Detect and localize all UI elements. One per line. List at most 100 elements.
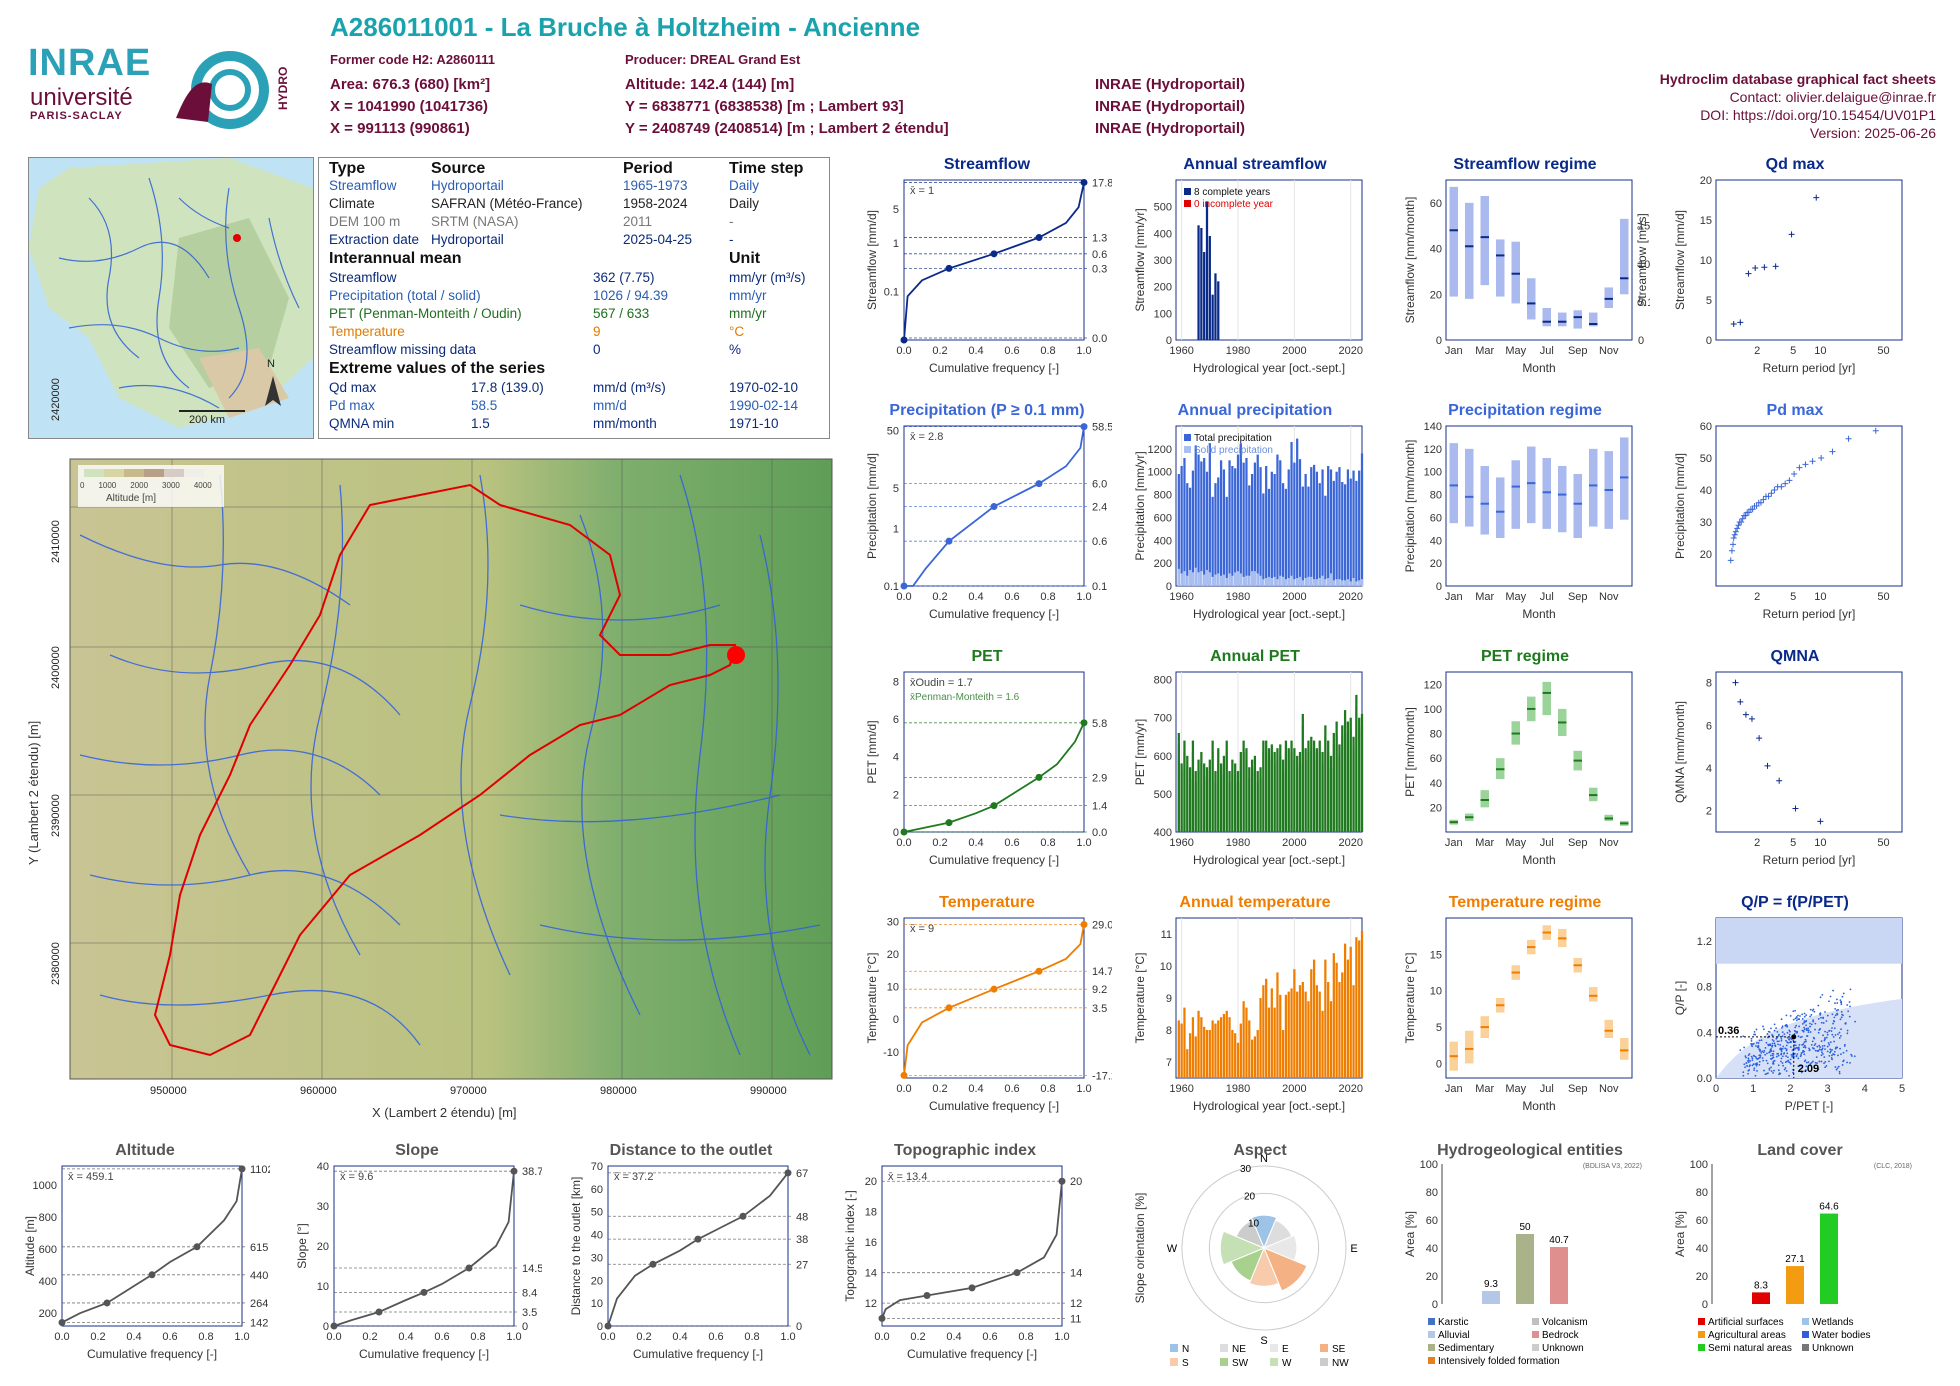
x-tick-label: 0.4 — [968, 345, 983, 357]
bar-solid — [1301, 580, 1304, 586]
daily-point — [1759, 1050, 1761, 1052]
bar-solid — [1346, 579, 1350, 586]
daily-point — [1777, 1054, 1780, 1057]
daily-point — [1825, 1065, 1828, 1067]
x-tick-label: 0.2 — [932, 837, 947, 849]
x-axis-label: Cumulative frequency [-] — [907, 1347, 1037, 1361]
bar — [1217, 748, 1220, 832]
bar — [1219, 460, 1223, 586]
daily-point — [1836, 1013, 1839, 1016]
right-tick-label: 3.5 — [1092, 1003, 1107, 1015]
daily-point — [1812, 1020, 1815, 1023]
y-tick-label: 40 — [1426, 1243, 1438, 1255]
y-tick-label: 11 — [1161, 929, 1172, 941]
y-tick-label: 80 — [1426, 1187, 1438, 1199]
data-point — [1776, 777, 1783, 784]
x-tick-label: 0 — [1713, 1083, 1719, 1095]
daily-point — [1829, 1051, 1831, 1054]
bar — [1253, 755, 1257, 832]
x-tick-label: 1960 — [1169, 345, 1193, 357]
y-axis-label: Temperature [°C] — [1403, 953, 1417, 1044]
y-tick-label: 20 — [591, 1275, 603, 1287]
bar — [1197, 454, 1200, 586]
mean-label: x̄ = 459.1 — [68, 1171, 114, 1183]
bar-solid — [1234, 572, 1237, 586]
data-point — [1730, 541, 1737, 548]
legend-swatch — [1802, 1331, 1809, 1338]
mean-label: x̄ = 9.6 — [340, 1171, 373, 1183]
daily-point — [1803, 1041, 1806, 1043]
bar — [1248, 485, 1251, 586]
daily-point — [1838, 1037, 1841, 1039]
daily-point — [1796, 1031, 1798, 1034]
daily-point — [1782, 1045, 1785, 1048]
daily-point — [1743, 1063, 1746, 1066]
bar — [1231, 466, 1234, 586]
daily-point — [1832, 1036, 1835, 1038]
bar — [1267, 748, 1271, 832]
daily-point — [1814, 1049, 1817, 1052]
daily-point — [1793, 1052, 1796, 1055]
chart-title: Streamflow regime — [1453, 156, 1596, 173]
right-tick-label: 17.8 — [1092, 177, 1112, 189]
daily-point — [1837, 1008, 1839, 1011]
daily-point — [1794, 1026, 1797, 1029]
daily-point — [1839, 1047, 1841, 1050]
daily-point — [1752, 1043, 1754, 1045]
db-contact[interactable]: Contact: olivier.delaigue@inrae.fr — [1729, 89, 1936, 105]
bar — [1341, 482, 1344, 586]
daily-point — [1834, 1014, 1837, 1017]
daily-point — [1800, 1052, 1803, 1055]
quantile-point — [990, 802, 998, 810]
bar — [1242, 462, 1245, 586]
daily-point — [1789, 1037, 1792, 1040]
bar — [1307, 740, 1310, 832]
bar — [1279, 994, 1282, 1078]
plot-area — [903, 179, 1085, 341]
daily-point — [1769, 1050, 1771, 1053]
daily-point — [1786, 1041, 1789, 1044]
bar — [1276, 972, 1279, 1078]
bar-solid — [1262, 579, 1265, 586]
y-tick-label: 600 — [1154, 512, 1172, 524]
bar-label: 50 — [1519, 1222, 1531, 1233]
legend-label: Solid precipitation — [1194, 445, 1273, 456]
bar — [1234, 763, 1237, 832]
daily-point — [1785, 1039, 1787, 1042]
y-axis-label: Area [%] — [1403, 1211, 1417, 1257]
x-tick-label: 5 — [1899, 1083, 1905, 1095]
bar-label: 40.7 — [1549, 1235, 1569, 1246]
daily-point — [1845, 1049, 1848, 1052]
bar — [1239, 443, 1242, 586]
daily-point — [1840, 1003, 1843, 1006]
y-tick-label: 16 — [865, 1237, 877, 1249]
chart-title: Annual streamflow — [1183, 156, 1327, 173]
point-label-y: 0.36 — [1718, 1025, 1739, 1037]
legend-swatch — [1220, 1344, 1228, 1352]
daily-point — [1803, 1026, 1806, 1029]
bar — [1225, 496, 1228, 586]
bar — [1200, 461, 1203, 586]
chart-title: Annual precipitation — [1178, 402, 1333, 419]
daily-point — [1824, 1037, 1826, 1039]
x-tick-label: Sep — [1568, 1083, 1588, 1095]
quantile-point — [1035, 967, 1043, 975]
y-tick-label: 1 — [893, 523, 899, 535]
daily-point — [1805, 1024, 1807, 1027]
plot-area — [1715, 671, 1903, 833]
aspect-sector — [1248, 1246, 1280, 1287]
daily-point — [1801, 1022, 1804, 1025]
daily-point — [1829, 995, 1832, 998]
legend-label: Alluvial — [1438, 1330, 1470, 1341]
quantile-point — [420, 1288, 428, 1296]
bar-solid — [1183, 571, 1186, 586]
daily-point — [1789, 1030, 1791, 1033]
extreme-date: 1990-02-14 — [729, 398, 799, 413]
data-point — [1765, 493, 1772, 500]
y-tick-label: 10 — [887, 982, 899, 994]
legend-label: NW — [1332, 1358, 1349, 1369]
daily-point — [1827, 1042, 1830, 1044]
range-box — [1542, 681, 1552, 716]
db-doi[interactable]: DOI: https://doi.org/10.15454/UV01P1 — [1700, 107, 1936, 123]
bar — [1307, 1001, 1310, 1078]
